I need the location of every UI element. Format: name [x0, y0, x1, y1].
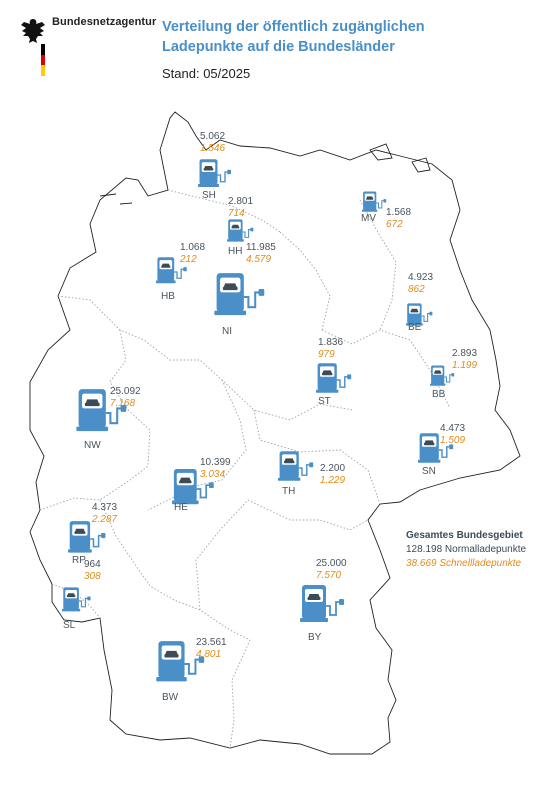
state-code-th: TH: [282, 486, 296, 497]
state-counts-rp: 4.373 2.287: [92, 502, 117, 526]
state-code-mv: MV: [361, 213, 376, 224]
state-code-sn: SN: [422, 466, 436, 477]
state-counts-bb: 2.893 1.199: [452, 348, 477, 372]
normal-count: 1.836: [318, 337, 344, 348]
state-counts-nw: 25.092 7.168: [110, 386, 141, 410]
schnell-count: 714: [228, 208, 245, 219]
state-code-nw: NW: [84, 440, 101, 451]
state-code-bw: BW: [162, 692, 179, 703]
charging-station-icon: [156, 257, 187, 284]
state-code-by: BY: [308, 632, 322, 643]
schnell-count: 7.570: [316, 570, 342, 581]
schnell-count: 4.801: [196, 649, 222, 660]
state-counts-by: 25.000 7.570: [316, 558, 347, 582]
normal-count: 1.568: [386, 207, 412, 218]
schnell-count: 862: [408, 284, 425, 295]
state-counts-bw: 23.561 4.801: [196, 637, 227, 661]
agency-name: Bundesnetzagentur: [52, 16, 157, 28]
state-code-hh: HH: [228, 246, 243, 257]
normal-count: 25.092: [110, 386, 141, 397]
normal-count: 4.923: [408, 272, 434, 283]
state-code-ni: NI: [222, 326, 232, 337]
state-counts-mv: 1.568 672: [386, 207, 411, 231]
schnell-count: 1.199: [452, 360, 478, 371]
german-flag-stripe: [41, 44, 45, 76]
charging-station-icon: [278, 451, 314, 481]
charging-station-icon: [76, 389, 127, 432]
charging-station-icon: [198, 159, 231, 187]
schnell-count: 1.546: [200, 143, 226, 154]
normal-count: 4.473: [440, 423, 466, 434]
schnell-count: 1.509: [440, 435, 466, 446]
title-line-1: Verteilung der öffentlich zugänglichen: [162, 19, 425, 35]
schnell-count: 7.168: [110, 398, 136, 409]
charging-station-icon: [406, 303, 433, 326]
charging-station-icon: [227, 219, 254, 242]
state-counts-st: 1.836 979: [318, 337, 343, 361]
state-counts-hh: 2.801 714: [228, 196, 253, 220]
schnell-count: 4.579: [246, 254, 272, 265]
normal-count: 2.801: [228, 196, 254, 207]
normal-count: 2.893: [452, 348, 478, 359]
state-code-be: BE: [408, 322, 422, 333]
charging-station-icon: [430, 365, 455, 386]
state-code-sl: SL: [63, 620, 76, 631]
charging-station-icon: [68, 521, 106, 553]
charging-station-icon: [156, 641, 205, 682]
schnell-count: 2.287: [92, 514, 118, 525]
state-counts-sh: 5.062 1.546: [200, 131, 225, 155]
title-line-2: Ladepunkte auf die Bundesländer: [162, 39, 395, 55]
state-counts-he: 10.399 3.034: [200, 457, 231, 481]
charging-station-icon: [172, 469, 214, 505]
normal-count: 10.399: [200, 457, 231, 468]
charging-station-icon: [418, 433, 454, 463]
charging-station-icon: [316, 363, 352, 393]
state-counts-be: 4.923 862: [408, 272, 433, 296]
state-code-sh: SH: [202, 190, 216, 201]
state-code-rp: RP: [72, 555, 86, 566]
normal-count: 2.200: [320, 463, 346, 474]
page-title: Verteilung der öffentlich zugänglichen L…: [162, 17, 492, 57]
normal-count: 5.062: [200, 131, 226, 142]
charging-station-icon: [362, 191, 387, 212]
state-code-bb: BB: [432, 389, 446, 400]
state-code-hb: HB: [161, 291, 175, 302]
charging-station-icon: [300, 585, 344, 622]
normal-count: 11.985: [246, 242, 276, 253]
total-normal: 128.198 Normalladepunkte: [406, 544, 527, 555]
state-counts-ni: 11.985 4.579: [246, 242, 276, 266]
state-code-st: ST: [318, 396, 331, 407]
stand-date: Stand: 05/2025: [162, 66, 251, 81]
state-counts-sn: 4.473 1.509: [440, 423, 465, 447]
schnell-count: 212: [180, 254, 197, 265]
germany-outline: [29, 111, 521, 755]
normal-count: 964: [84, 559, 101, 570]
state-code-he: HE: [174, 502, 188, 513]
normal-count: 4.373: [92, 502, 118, 513]
state-counts-hb: 1.068 212: [180, 242, 205, 266]
normal-count: 23.561: [196, 637, 227, 648]
schnell-count: 672: [386, 219, 403, 230]
schnell-count: 308: [84, 571, 101, 582]
state-counts-sl: 964 308: [84, 559, 101, 583]
normal-count: 1.068: [180, 242, 206, 253]
normal-count: 25.000: [316, 558, 347, 569]
total-schnell: 38.669 Schnellladepunkte: [406, 558, 522, 569]
federal-eagle-icon: [21, 19, 45, 43]
schnell-count: 1.229: [320, 475, 346, 486]
state-counts-th: 2.200 1.229: [320, 463, 345, 487]
agency-logo: Bundesnetzagentur: [18, 14, 178, 80]
total-box: Gesamtes Bundesgebiet 128.198 Normallade…: [406, 529, 526, 571]
charging-station-icon: [62, 587, 91, 612]
total-heading: Gesamtes Bundesgebiet: [406, 530, 523, 541]
schnell-count: 979: [318, 349, 335, 360]
schnell-count: 3.034: [200, 469, 226, 480]
charging-station-icon: [214, 273, 265, 316]
